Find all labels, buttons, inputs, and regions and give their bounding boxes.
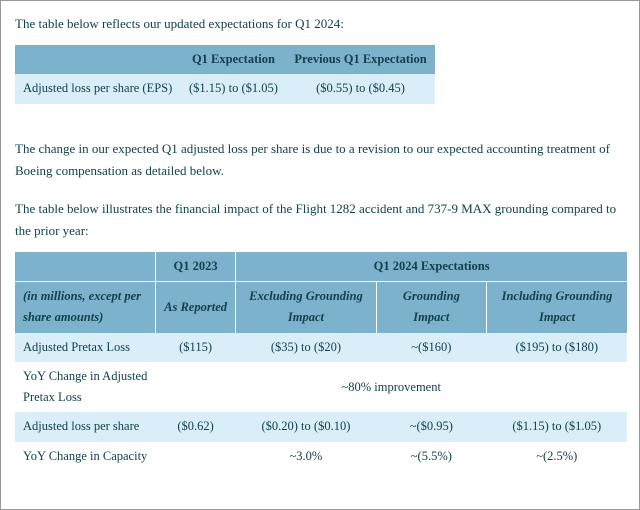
t2-r3-c4: ($1.15) to ($1.05) [487,412,627,441]
table-row: YoY Change in Capacity ~3.0% ~(5.5%) ~(2… [15,442,627,471]
t2-r4-c2: ~3.0% [236,442,376,471]
t2-top-q1-2023: Q1 2023 [155,252,235,282]
t1-header-q1-expect: Q1 Expectation [181,45,286,74]
t2-r3-c2: ($0.20) to ($0.10) [236,412,376,441]
t2-sub-c3: Grounding Impact [376,282,486,333]
t1-row1-label: Adjusted loss per share (EPS) [15,74,181,103]
t2-r2-label: YoY Change in Adjusted Pretax Loss [15,362,155,413]
t2-r1-c4: ($195) to ($180) [487,333,627,362]
t2-sub-left: (in millions, except per share amounts) [15,282,155,333]
t2-top-blank [15,252,155,282]
t2-r4-label: YoY Change in Capacity [15,442,155,471]
t2-r3-label: Adjusted loss per share [15,412,155,441]
t1-row1-c1: ($1.15) to ($1.05) [181,74,286,103]
paragraph-1: The change in our expected Q1 adjusted l… [15,138,625,182]
table-row: Adjusted loss per share ($0.62) ($0.20) … [15,412,627,441]
expectations-table: Q1 Expectation Previous Q1 Expectation A… [15,45,435,104]
t2-r1-label: Adjusted Pretax Loss [15,333,155,362]
t2-sub-c1: As Reported [155,282,235,333]
t2-top-q1-2024: Q1 2024 Expectations [236,252,627,282]
intro-text-1: The table below reflects our updated exp… [15,13,625,35]
t2-r3-c1: ($0.62) [155,412,235,441]
t1-header-blank [15,45,181,74]
table-row: Adjusted loss per share (EPS) ($1.15) to… [15,74,435,103]
t2-r3-c3: ~($0.95) [376,412,486,441]
table-row: Adjusted Pretax Loss ($115) ($35) to ($2… [15,333,627,362]
t2-r2-span: ~80% improvement [155,362,627,413]
t2-r4-c1 [155,442,235,471]
t1-header-prev-q1: Previous Q1 Expectation [286,45,435,74]
t2-r1-c1: ($115) [155,333,235,362]
paragraph-2: The table below illustrates the financia… [15,198,625,242]
t2-sub-c4: Including Grounding Impact [487,282,627,333]
t2-r4-c3: ~(5.5%) [376,442,486,471]
t2-r1-c2: ($35) to ($20) [236,333,376,362]
t2-r1-c3: ~($160) [376,333,486,362]
t2-sub-c2: Excluding Grounding Impact [236,282,376,333]
t1-row1-c2: ($0.55) to ($0.45) [286,74,435,103]
t2-r4-c4: ~(2.5%) [487,442,627,471]
table-row: YoY Change in Adjusted Pretax Loss ~80% … [15,362,627,413]
impact-table: Q1 2023 Q1 2024 Expectations (in million… [15,252,627,471]
